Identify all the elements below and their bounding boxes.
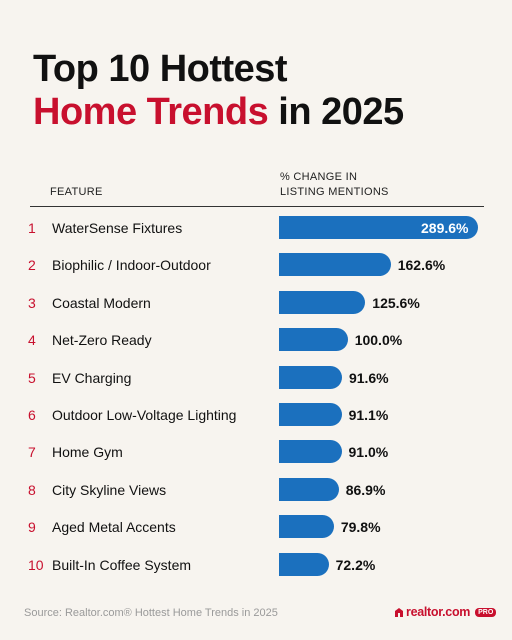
feature-column-header: FEATURE bbox=[50, 186, 103, 198]
rank-number: 9 bbox=[28, 519, 36, 536]
title-line-1: Top 10 Hottest bbox=[33, 48, 288, 90]
value-label: 91.6% bbox=[348, 369, 389, 386]
value-label: 125.6% bbox=[372, 294, 420, 311]
header-divider bbox=[30, 206, 484, 207]
rank-number: 3 bbox=[28, 294, 36, 311]
bar bbox=[279, 328, 348, 352]
feature-name: City Skyline Views bbox=[52, 481, 167, 498]
bar bbox=[279, 216, 478, 239]
table-row: 7 Home Gym 91.0% bbox=[0, 434, 512, 471]
table-row: 5 EV Charging 91.6% bbox=[0, 360, 512, 397]
bar bbox=[279, 552, 329, 576]
change-header-line-2: LISTING MENTIONS bbox=[280, 186, 389, 198]
feature-name: Home Gym bbox=[52, 444, 123, 461]
table-row: 10 Built-In Coffee System 72.2% bbox=[0, 547, 512, 584]
value-label: 91.0% bbox=[348, 444, 389, 461]
bar bbox=[279, 515, 334, 539]
bar bbox=[279, 290, 366, 314]
bar bbox=[279, 253, 391, 277]
brand-logo: realtor.com PRO bbox=[394, 604, 497, 620]
source-note: Source: Realtor.com® Hottest Home Trends… bbox=[24, 607, 278, 619]
value-label: 162.6% bbox=[397, 257, 446, 274]
change-header-line-1: % CHANGE IN bbox=[280, 171, 358, 183]
table-row: 2 Biophilic / Indoor-Outdoor 162.6% bbox=[0, 247, 512, 284]
bar bbox=[279, 403, 342, 426]
rank-number: 6 bbox=[28, 407, 36, 423]
feature-name: EV Charging bbox=[52, 369, 132, 386]
bar bbox=[279, 440, 342, 464]
feature-name: Biophilic / Indoor-Outdoor bbox=[52, 257, 211, 274]
rank-number: 10 bbox=[28, 556, 44, 573]
bar bbox=[279, 365, 342, 389]
table-row: 4 Net-Zero Ready 100.0% bbox=[0, 322, 512, 359]
feature-name: WaterSense Fixtures bbox=[52, 220, 183, 236]
rank-number: 4 bbox=[28, 332, 36, 349]
pro-badge: PRO bbox=[475, 607, 497, 617]
table-row: 6 Outdoor Low-Voltage Lighting 91.1% bbox=[0, 397, 512, 434]
bar bbox=[279, 477, 339, 501]
feature-name: Built-In Coffee System bbox=[52, 556, 192, 573]
feature-name: Aged Metal Accents bbox=[52, 519, 176, 536]
title-highlight: Home Trends bbox=[33, 91, 269, 133]
feature-name: Net-Zero Ready bbox=[52, 332, 152, 349]
value-label: 91.1% bbox=[348, 407, 389, 423]
rank-number: 7 bbox=[28, 444, 36, 461]
rank-number: 5 bbox=[28, 369, 36, 386]
table-row: 1 WaterSense Fixtures 289.6% bbox=[0, 210, 512, 247]
house-icon bbox=[395, 607, 403, 617]
value-label: 72.2% bbox=[335, 556, 376, 573]
value-label: 289.6% bbox=[421, 220, 469, 236]
table-row: 8 City Skyline Views 86.9% bbox=[0, 472, 512, 509]
table-row: 3 Coastal Modern 125.6% bbox=[0, 285, 512, 322]
chart-title: Top 10 Hottest Home Trends in 2025 bbox=[33, 48, 404, 134]
change-column-header: % CHANGE IN LISTING MENTIONS bbox=[280, 170, 389, 200]
rank-number: 1 bbox=[28, 220, 36, 236]
value-label: 100.0% bbox=[354, 332, 403, 349]
value-label: 86.9% bbox=[345, 481, 386, 498]
rank-number: 2 bbox=[28, 257, 36, 274]
title-rest: in 2025 bbox=[268, 91, 404, 133]
feature-name: Coastal Modern bbox=[52, 294, 151, 311]
rank-number: 8 bbox=[28, 481, 36, 498]
brand-name: realtor.com bbox=[406, 605, 471, 619]
feature-name: Outdoor Low-Voltage Lighting bbox=[52, 407, 237, 423]
table-row: 9 Aged Metal Accents 79.8% bbox=[0, 509, 512, 546]
value-label: 79.8% bbox=[340, 519, 381, 536]
